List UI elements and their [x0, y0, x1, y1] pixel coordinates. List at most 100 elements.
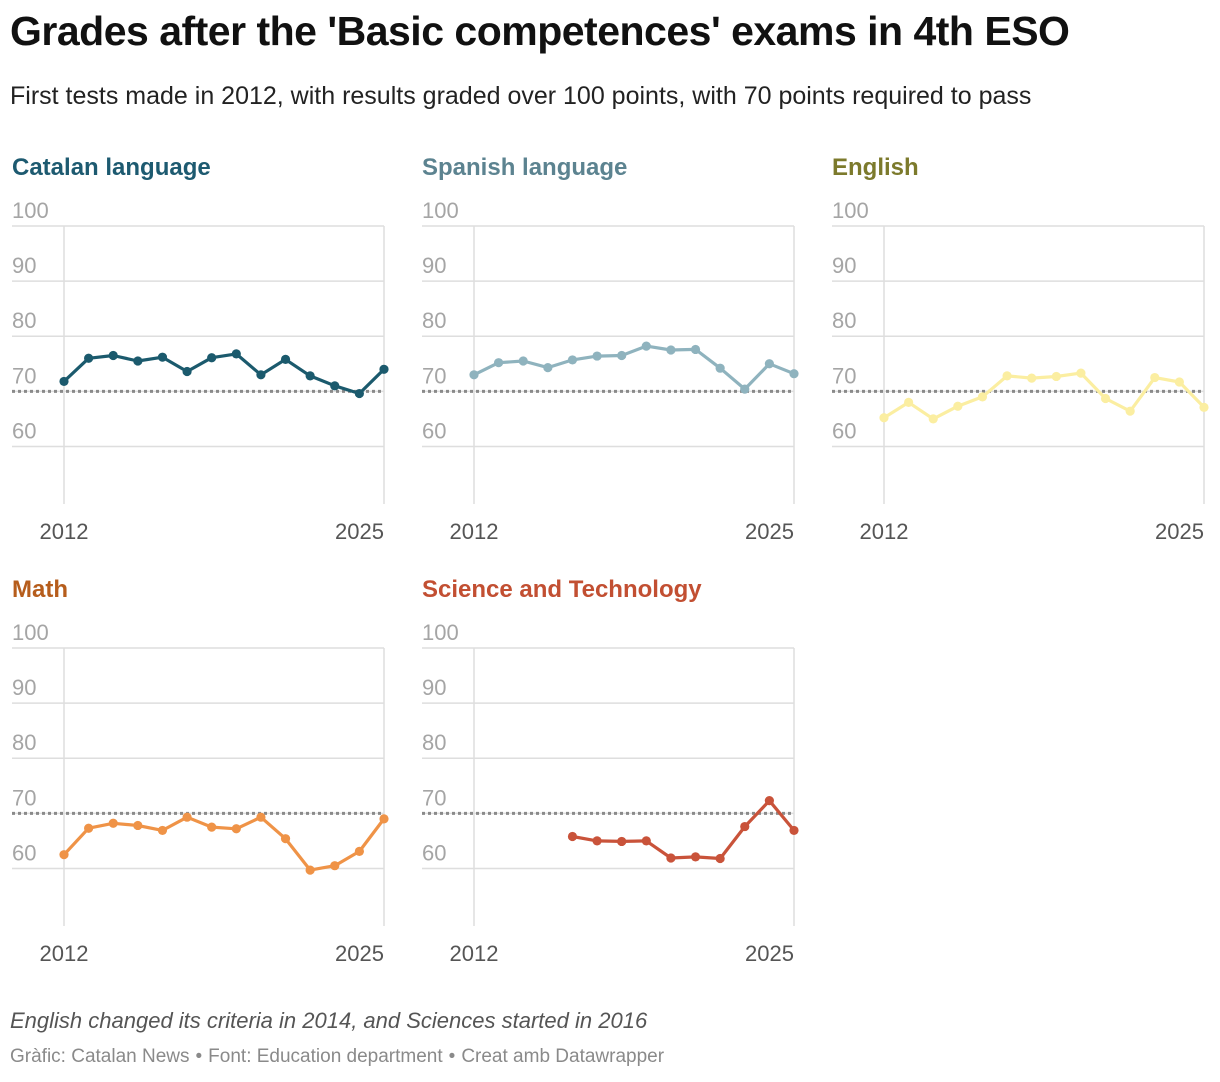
y-tick-label: 90: [422, 253, 446, 278]
panel-title: English: [832, 154, 919, 181]
chart-note: English changed its criteria in 2014, an…: [10, 1008, 648, 1033]
data-point: [764, 796, 774, 806]
data-point: [59, 376, 69, 387]
data-point: [641, 836, 651, 846]
panel-spanish-language: Spanish language 60 70 80 90 100 2012 2025: [420, 154, 810, 554]
series-line: [572, 799, 796, 861]
panel-english: English 60 70 80 90 100 2012 2025: [830, 154, 1220, 554]
y-tick-label: 100: [832, 198, 869, 223]
data-point: [977, 392, 988, 402]
x-tick-label: 2025: [745, 941, 794, 966]
data-point: [592, 351, 602, 361]
y-tick-label: 100: [422, 198, 459, 223]
data-point: [494, 358, 504, 368]
y-tick-label: 100: [12, 620, 49, 645]
x-tick-label: 2012: [450, 519, 499, 544]
y-tick-label: 80: [832, 308, 856, 333]
data-point: [1125, 406, 1135, 416]
y-tick-label: 90: [12, 675, 36, 700]
data-point: [133, 820, 143, 831]
data-point: [280, 834, 291, 844]
panel-math: Math 60 70 80 90 100 2012 2025: [10, 576, 400, 976]
panel-science-and-technology: Science and Technology 60 70 80 90 100 2012 20…: [420, 576, 810, 976]
y-tick-label: 90: [832, 253, 856, 278]
data-point: [1199, 402, 1209, 412]
chart-title: Grades after the 'Basic competences' exa…: [10, 8, 1070, 54]
panel-title: Science and Technology: [422, 576, 702, 603]
credit-source[interactable]: Font: Education department: [208, 1046, 443, 1067]
chart-plot: 60 70 80 90 100 2012 2025: [12, 198, 389, 544]
y-tick-label: 70: [422, 363, 446, 388]
y-tick-label: 70: [12, 363, 36, 388]
data-point: [1002, 371, 1012, 381]
data-point: [108, 350, 118, 361]
data-point: [207, 822, 217, 832]
data-point: [231, 824, 241, 834]
data-point: [567, 831, 578, 842]
chart-plot: 60 70 80 90 100 2012 2025: [832, 198, 1209, 544]
data-point: [567, 355, 578, 365]
chart-subtitle: First tests made in 2012, with results g…: [10, 82, 1032, 110]
data-point: [904, 397, 914, 407]
credit-tool[interactable]: Creat amb Datawrapper: [461, 1046, 665, 1067]
data-point: [133, 356, 143, 366]
data-point: [1100, 393, 1111, 404]
data-point: [928, 414, 938, 424]
x-tick-label: 2012: [450, 941, 499, 966]
y-tick-label: 80: [422, 730, 446, 755]
data-point: [231, 349, 241, 359]
data-point: [690, 852, 701, 862]
data-point: [280, 354, 291, 364]
data-point: [157, 825, 168, 836]
data-point: [1027, 373, 1037, 383]
y-tick-label: 80: [422, 308, 446, 333]
data-point: [518, 356, 528, 366]
data-point: [666, 853, 676, 863]
y-tick-label: 100: [422, 620, 459, 645]
data-point: [715, 363, 725, 373]
data-point: [1150, 372, 1160, 383]
x-tick-label: 2012: [40, 941, 89, 966]
data-point: [330, 861, 340, 871]
y-tick-label: 80: [12, 308, 36, 333]
data-point: [305, 865, 315, 875]
y-tick-label: 100: [12, 198, 49, 223]
data-point: [256, 370, 266, 380]
y-tick-label: 60: [832, 418, 856, 443]
data-point: [789, 825, 799, 836]
y-tick-label: 80: [12, 730, 36, 755]
data-point: [59, 850, 69, 860]
data-point: [666, 345, 676, 355]
data-point: [641, 341, 651, 351]
credit-separator: •: [195, 1046, 203, 1067]
data-point: [305, 371, 315, 381]
y-tick-label: 70: [12, 785, 36, 810]
chart-credits: Gràfic: Catalan News • Font: Education dep…: [10, 1046, 664, 1068]
data-point: [953, 401, 963, 411]
x-tick-label: 2025: [745, 519, 794, 544]
panel-title: Math: [12, 576, 68, 603]
credit-chart-by[interactable]: Gràfic: Catalan News: [10, 1046, 190, 1067]
data-point: [592, 836, 602, 846]
data-point: [379, 814, 389, 824]
x-tick-label: 2012: [40, 519, 89, 544]
data-point: [740, 821, 750, 832]
y-tick-label: 60: [12, 840, 36, 865]
data-point: [379, 364, 389, 374]
chart-plot: 60 70 80 90 100 2012 2025: [422, 198, 799, 544]
panel-title: Spanish language: [422, 154, 628, 181]
data-point: [617, 836, 627, 847]
data-point: [764, 359, 774, 369]
data-point: [740, 384, 750, 394]
x-tick-label: 2012: [860, 519, 909, 544]
data-point: [469, 370, 479, 380]
credit-separator: •: [448, 1046, 456, 1067]
data-point: [182, 812, 192, 822]
data-point: [108, 818, 118, 828]
panel-catalan-language: Catalan language 60 70 80 90 100 2012 2025: [10, 154, 400, 554]
data-point: [1076, 368, 1086, 378]
chart-plot: 60 70 80 90 100 2012 2025: [12, 620, 389, 966]
data-point: [715, 853, 725, 864]
data-point: [617, 350, 627, 361]
y-tick-label: 60: [12, 418, 36, 443]
